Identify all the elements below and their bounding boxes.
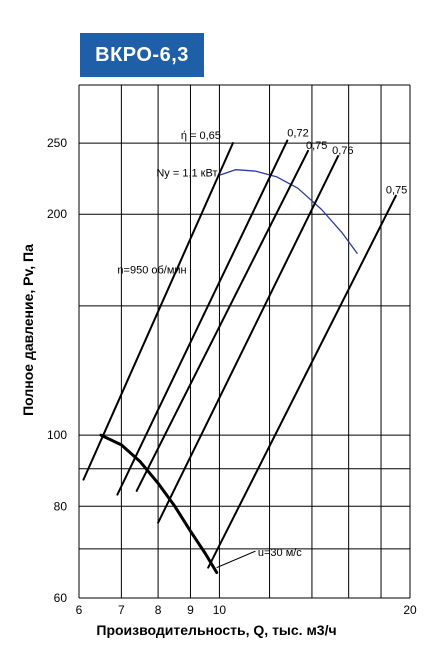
power-label: Ny = 1,1 кВт xyxy=(156,168,217,180)
x-tick-label: 6 xyxy=(76,603,83,617)
efficiency-label: 0,75 xyxy=(306,140,327,152)
efficiency-label: 0,75 xyxy=(386,185,407,197)
y-tick-label: 100 xyxy=(47,428,67,442)
x-tick-label: 8 xyxy=(155,603,162,617)
y-tick-label: 60 xyxy=(54,591,68,605)
chart-title: ВКРО-6,3 xyxy=(80,33,204,77)
efficiency-label: 0,72 xyxy=(287,128,308,140)
y-tick-label: 200 xyxy=(47,207,67,221)
efficiency-line xyxy=(157,155,340,524)
x-tick-label: 7 xyxy=(118,603,125,617)
tick-labels: 6 7 8 9 10 20 60 80 100 200 250 xyxy=(47,136,417,617)
x-tick-label: 20 xyxy=(403,603,417,617)
efficiency-line xyxy=(82,142,234,481)
speed-label: n=950 об/мин xyxy=(117,265,186,277)
x-tick-label: 10 xyxy=(213,603,227,617)
x-axis-label: Производительность, Q, тыс. м3/ч xyxy=(96,622,337,638)
velocity-label: u=30 м/с xyxy=(258,547,302,559)
efficiency-label: ή = 0,65 xyxy=(181,130,221,142)
efficiency-line xyxy=(135,149,309,492)
y-tick-label: 80 xyxy=(54,499,68,513)
series-group xyxy=(82,139,397,574)
efficiency-line xyxy=(116,139,289,496)
y-axis-label: Полное давление, Pv, Па xyxy=(20,244,36,416)
efficiency-line xyxy=(207,194,397,569)
y-tick-label: 250 xyxy=(47,136,67,150)
power-curve xyxy=(218,169,358,254)
x-tick-label: 9 xyxy=(187,603,194,617)
pressure-curve xyxy=(99,433,219,574)
efficiency-label: 0,76 xyxy=(332,145,353,157)
velocity-leader xyxy=(216,550,256,569)
grid-lines xyxy=(78,84,411,599)
